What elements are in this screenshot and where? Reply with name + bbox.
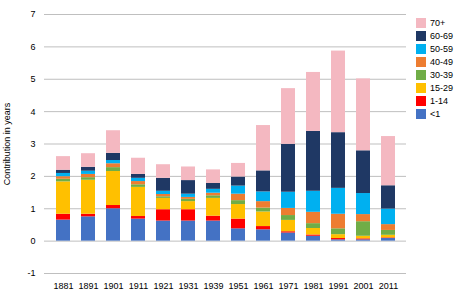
html-text:30-39: 30-39 (430, 70, 453, 80)
svg-text:1939: 1939 (203, 281, 223, 291)
svg-text:2: 2 (30, 171, 35, 181)
html-text:<1: <1 (430, 109, 441, 119)
svg-text:5: 5 (30, 74, 35, 84)
svg-text:1: 1 (30, 204, 35, 214)
svg-text:1891: 1891 (78, 281, 98, 291)
svg-text:0: 0 (30, 236, 35, 246)
svg-text:2001: 2001 (353, 281, 373, 291)
svg-text:1931: 1931 (178, 281, 198, 291)
svg-text:7: 7 (30, 9, 35, 19)
svg-text:-1: -1 (27, 268, 35, 278)
svg-text:1971: 1971 (278, 281, 298, 291)
html-text:50-59: 50-59 (430, 44, 453, 54)
svg-text:Contribution in years: Contribution in years (2, 102, 12, 185)
svg-text:6: 6 (30, 42, 35, 52)
svg-text:1901: 1901 (103, 281, 123, 291)
svg-text:1911: 1911 (129, 281, 148, 291)
svg-text:4: 4 (30, 107, 35, 117)
svg-text:3: 3 (30, 139, 35, 149)
html-text:15-29: 15-29 (430, 83, 453, 93)
html-text:1-14: 1-14 (430, 96, 448, 106)
svg-text:1881: 1881 (53, 281, 73, 291)
svg-text:1981: 1981 (303, 281, 323, 291)
html-text:40-49: 40-49 (430, 57, 453, 67)
html-text:60-69: 60-69 (430, 31, 453, 41)
svg-text:1951: 1951 (228, 281, 248, 291)
svg-text:1991: 1991 (328, 281, 348, 291)
svg-text:1961: 1961 (253, 281, 273, 291)
html-text:70+: 70+ (430, 18, 446, 28)
svg-text:2011: 2011 (379, 281, 398, 291)
svg-text:1921: 1921 (153, 281, 173, 291)
